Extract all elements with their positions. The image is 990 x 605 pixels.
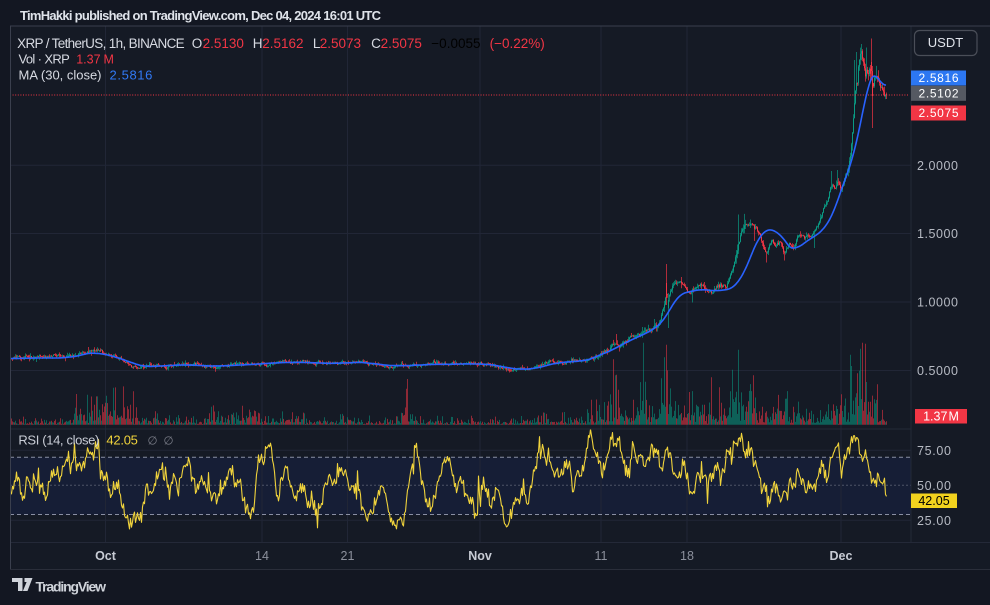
svg-text:2.5073: 2.5073 — [320, 36, 361, 51]
svg-text:42.05: 42.05 — [106, 433, 137, 448]
svg-text:42.05: 42.05 — [918, 494, 949, 508]
svg-text:11: 11 — [595, 549, 608, 563]
svg-text:Dec: Dec — [830, 549, 853, 563]
svg-text:TradingView: TradingView — [36, 579, 107, 595]
svg-text:Oct: Oct — [95, 549, 117, 563]
svg-text:2.5162: 2.5162 — [262, 36, 303, 51]
svg-text:XRP / TetherUS, 1h, BINANCE: XRP / TetherUS, 1h, BINANCE — [17, 36, 185, 51]
svg-text:−0.0055: −0.0055 — [431, 36, 480, 51]
svg-text:75.00: 75.00 — [917, 444, 951, 458]
svg-text:2.5816: 2.5816 — [919, 71, 959, 85]
svg-text:18: 18 — [680, 549, 694, 563]
svg-text:H: H — [253, 36, 263, 51]
svg-text:M: M — [104, 53, 114, 67]
svg-text:RSI (14, close): RSI (14, close) — [18, 433, 99, 448]
svg-text:2.5075: 2.5075 — [381, 36, 422, 51]
svg-text:USDT: USDT — [928, 35, 963, 50]
svg-text:2.5075: 2.5075 — [919, 106, 959, 120]
svg-text:50.00: 50.00 — [917, 479, 951, 493]
svg-text:Vol · XRP: Vol · XRP — [19, 52, 70, 67]
svg-text:∅: ∅ — [164, 436, 174, 448]
svg-text:0.5000: 0.5000 — [917, 364, 958, 378]
svg-text:21: 21 — [341, 549, 355, 563]
svg-text:1.0000: 1.0000 — [917, 296, 958, 310]
svg-text:2.5816: 2.5816 — [110, 68, 153, 83]
svg-text:2.5102: 2.5102 — [919, 86, 959, 100]
svg-text:(−0.22%): (−0.22%) — [490, 36, 545, 51]
svg-text:O: O — [192, 36, 203, 51]
svg-text:MA (30, close): MA (30, close) — [19, 68, 102, 83]
svg-text:1.5000: 1.5000 — [917, 227, 958, 241]
svg-text:1.37 M: 1.37 M — [923, 410, 959, 424]
svg-text:14: 14 — [255, 549, 269, 563]
svg-text:25.00: 25.00 — [917, 514, 951, 528]
svg-text:∅: ∅ — [148, 436, 158, 448]
svg-text:2.5130: 2.5130 — [203, 36, 244, 51]
svg-text:TimHakki published on TradingV: TimHakki published on TradingView.com, D… — [20, 8, 382, 23]
svg-text:C: C — [371, 36, 381, 51]
svg-text:1.37: 1.37 — [76, 53, 100, 67]
svg-text:Nov: Nov — [468, 549, 492, 563]
svg-text:L: L — [313, 36, 321, 51]
svg-text:2.0000: 2.0000 — [917, 159, 958, 173]
